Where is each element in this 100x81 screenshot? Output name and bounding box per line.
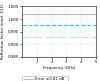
Y-axis label: Reflection factor (mod. S11): Reflection factor (mod. S11) (2, 4, 6, 59)
Legend: Error ±0.02 dB, ±0.02 to 0.4 dB, 0dB to 1 dB: Error ±0.02 dB, ±0.02 to 0.4 dB, 0dB to … (22, 76, 68, 81)
X-axis label: Frequency (GHz): Frequency (GHz) (43, 66, 75, 70)
